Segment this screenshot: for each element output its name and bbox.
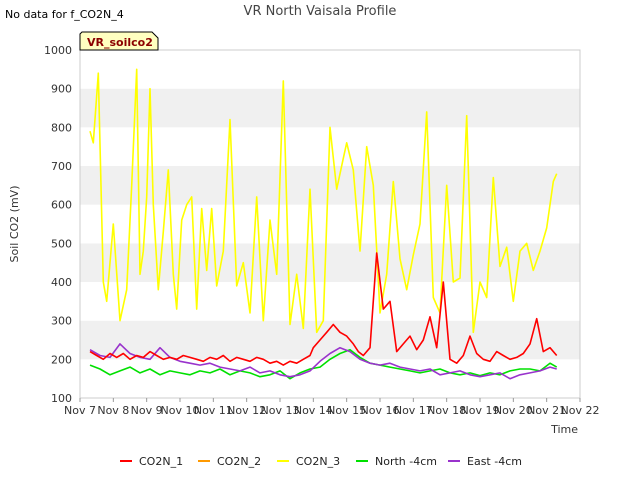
x-tick-label: Nov 14 (294, 404, 333, 417)
grid-band (80, 243, 580, 282)
legend-label: North -4cm (375, 455, 437, 468)
y-axis-title: Soil CO2 (mV) (8, 186, 21, 263)
chart-title: VR North Vaisala Profile (244, 4, 397, 19)
legend-label: CO2N_2 (217, 455, 261, 468)
x-tick-label: Nov 18 (427, 404, 466, 417)
site-badge-label: VR_soilco2 (87, 36, 153, 49)
x-tick-label: Nov 7 (64, 404, 96, 417)
y-tick-label: 400 (51, 276, 72, 289)
x-tick-label: Nov 22 (561, 404, 600, 417)
grid-band (80, 88, 580, 128)
y-axis-ticks: 100 200 300 400 500 600 700 800 900 1000 (44, 44, 72, 405)
site-badge: VR_soilco2 (79, 31, 159, 51)
y-tick-label: 1000 (44, 44, 72, 57)
y-tick-label: 500 (51, 237, 72, 250)
grid-band (80, 166, 580, 205)
series-line-north-4cm (89, 348, 558, 380)
y-tick-label: 600 (51, 199, 72, 212)
x-tick-label: Nov 20 (494, 404, 533, 417)
y-tick-label: 300 (51, 315, 72, 328)
grid-band (80, 282, 580, 321)
x-tick-label: Nov 12 (227, 404, 266, 417)
x-tick-label: Nov 17 (394, 404, 433, 417)
legend-label: East -4cm (467, 455, 522, 468)
grid-band (80, 50, 580, 89)
site-badge-box (79, 31, 159, 51)
x-tick-label: Nov 8 (97, 404, 129, 417)
y-tick-label: 900 (51, 83, 72, 96)
x-axis-title: Time (550, 423, 578, 436)
legend: CO2N_1 CO2N_2 CO2N_3 North -4cm East -4cm (120, 455, 522, 468)
y-tick-label: 700 (51, 160, 72, 173)
series-line-east-4cm (89, 343, 557, 380)
y-tick-label: 800 (51, 121, 72, 134)
x-tick-label: Nov 21 (527, 404, 566, 417)
grid-band (80, 359, 580, 398)
x-tick-label: Nov 19 (461, 404, 500, 417)
series-line-co2n-1 (89, 252, 558, 366)
x-tick-label: Nov 11 (194, 404, 233, 417)
legend-label: CO2N_3 (296, 455, 340, 468)
x-tick-label: Nov 15 (327, 404, 366, 417)
legend-label: CO2N_1 (139, 455, 183, 468)
y-tick-label: 100 (51, 392, 72, 405)
x-tick-label: Nov 9 (131, 404, 163, 417)
no-data-notice: No data for f_CO2N_4 (5, 8, 124, 21)
x-tick-label: Nov 10 (161, 404, 200, 417)
plot-frame (79, 49, 581, 399)
series-lines (89, 68, 558, 380)
series-line-co2n-3 (89, 68, 558, 334)
x-tick-label: Nov 13 (261, 404, 300, 417)
y-tick-label: 200 (51, 353, 72, 366)
x-tick-label: Nov 16 (361, 404, 400, 417)
